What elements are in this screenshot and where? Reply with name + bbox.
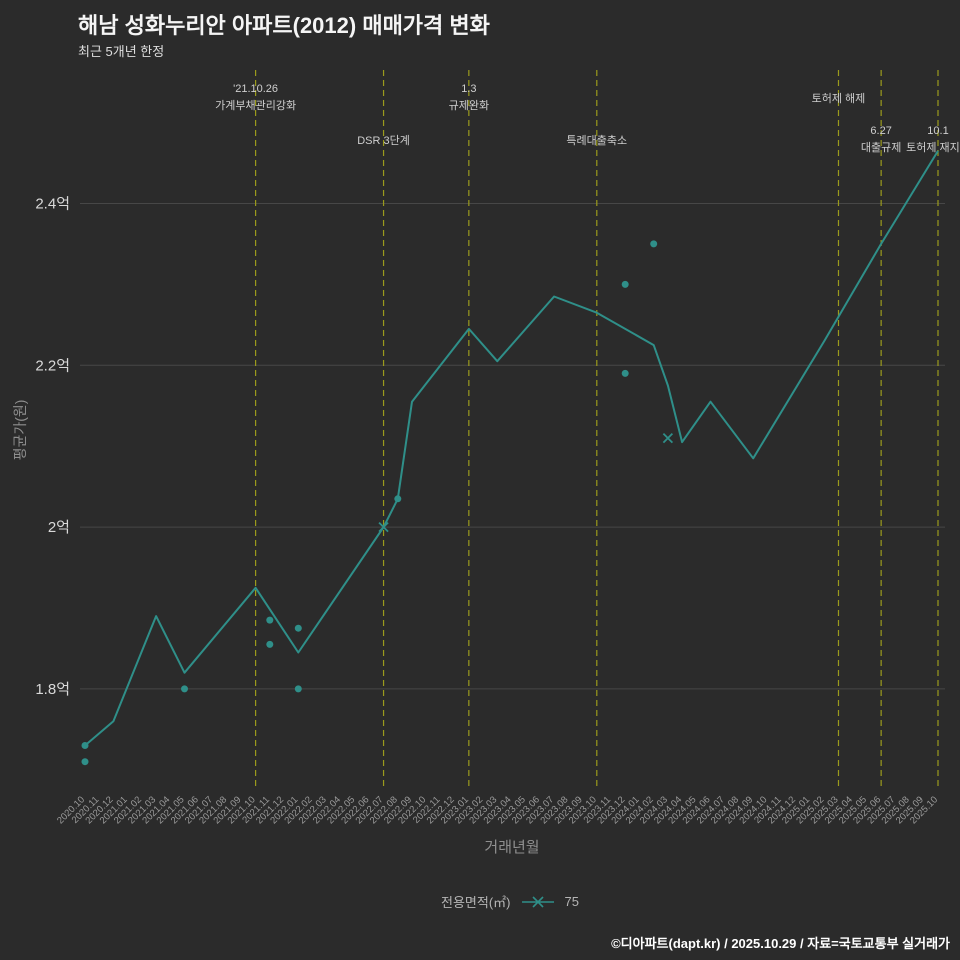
event-label: 1.3 (461, 83, 476, 95)
y-tick-label: 2.2억 (35, 357, 70, 374)
y-tick-label: 2억 (48, 519, 70, 536)
event-label: 대출규제 (861, 141, 901, 154)
footer-credit: ©디아파트(dapt.kr) / 2025.10.29 / 자료=국토교통부 실… (611, 936, 950, 951)
event-label: 10.1 (927, 125, 948, 137)
x-marker (662, 432, 674, 444)
transaction-dot (81, 742, 89, 749)
legend-title: 전용면적(㎡) (441, 895, 511, 910)
legend-x-marker-icon (521, 895, 554, 908)
event-label: 특례대출축소 (566, 134, 627, 147)
y-axis-title: 평균가(원) (12, 399, 28, 461)
transaction-dot (266, 640, 274, 648)
transaction-dot (621, 280, 629, 288)
page-subtitle: 최근 5개년 한정 (78, 44, 165, 59)
page-title: 해남 성화누리안 아파트(2012) 매매가격 변화 (78, 13, 490, 38)
transaction-dot (181, 685, 188, 693)
event-label: 가계부채관리강화 (215, 99, 296, 112)
x-marker (378, 521, 389, 533)
transaction-dot (650, 240, 658, 248)
legend: 전용면적(㎡) 75 (441, 892, 579, 911)
y-tick-label: 1.8억 (35, 681, 70, 698)
x-axis-title: 거래년월 (484, 839, 540, 856)
transaction-dot (294, 624, 302, 632)
price-line (84, 150, 939, 747)
event-label: 6.27 (870, 125, 891, 137)
transaction-dot (394, 495, 402, 503)
transaction-dot (81, 758, 89, 766)
event-label: DSR 3단계 (357, 134, 410, 147)
y-tick-label: 2.4억 (35, 195, 70, 212)
event-label: '21.10.26 (233, 83, 278, 95)
transaction-dot (621, 369, 629, 377)
legend-series-label: 75 (564, 894, 579, 909)
transaction-dot (294, 685, 302, 693)
event-label: 토허제 재지정 (906, 141, 960, 154)
event-label: 토허제 해제 (812, 91, 866, 105)
transaction-dot (266, 616, 274, 624)
event-label: 규제완화 (449, 99, 489, 112)
